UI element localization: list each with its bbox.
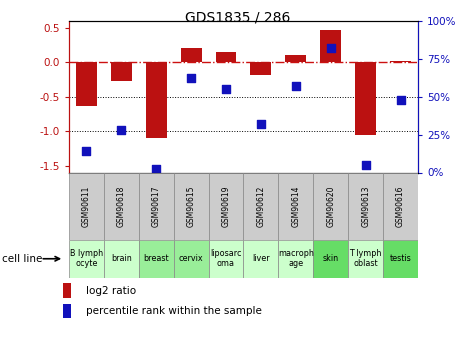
Bar [174,172,209,240]
Text: brain: brain [111,254,132,263]
Bar [278,240,314,278]
Text: cervix: cervix [179,254,203,263]
Bar [180,48,201,62]
Point [362,162,370,168]
Bar [104,240,139,278]
Bar [314,240,348,278]
Bar [76,62,97,106]
Bar [139,172,173,240]
Text: B lymph
ocyte: B lymph ocyte [70,249,103,268]
Bar [216,52,237,62]
Bar [69,240,104,278]
Text: breast: breast [143,254,169,263]
Text: skin: skin [323,254,339,263]
Bar [250,62,271,75]
Point [117,127,125,133]
Bar [104,172,139,240]
Bar [390,61,411,62]
Text: GSM90616: GSM90616 [396,185,405,227]
Bar [243,240,278,278]
Text: GSM90612: GSM90612 [256,186,266,227]
Bar [383,172,418,240]
Bar [209,240,243,278]
Text: macroph
age: macroph age [278,249,314,268]
Point [397,97,404,102]
Bar [383,240,418,278]
Bar [69,172,104,240]
Text: liposarc
oma: liposarc oma [210,249,242,268]
Text: GSM90618: GSM90618 [117,186,126,227]
Bar [348,240,383,278]
Text: GSM90614: GSM90614 [291,185,300,227]
Bar [355,62,376,135]
Point [83,148,90,154]
Bar [243,172,278,240]
Text: GSM90611: GSM90611 [82,186,91,227]
Text: GDS1835 / 286: GDS1835 / 286 [185,10,290,24]
Bar [314,172,348,240]
Text: GSM90613: GSM90613 [361,185,370,227]
Point [257,121,265,127]
Text: log2 ratio: log2 ratio [86,286,136,296]
Text: testis: testis [390,254,411,263]
Text: cell line: cell line [2,254,43,264]
Bar [348,172,383,240]
Point [152,167,160,172]
Text: liver: liver [252,254,270,263]
Text: GSM90619: GSM90619 [221,185,230,227]
Bar [174,240,209,278]
Point [222,86,230,92]
Bar [320,30,341,62]
Text: percentile rank within the sample: percentile rank within the sample [86,306,261,316]
Point [292,83,300,89]
Point [187,76,195,81]
Bar [285,55,306,62]
Text: T lymph
oblast: T lymph oblast [350,249,382,268]
Bar [278,172,314,240]
Text: GSM90617: GSM90617 [152,185,161,227]
Point [327,45,334,51]
Text: GSM90615: GSM90615 [187,185,196,227]
Bar [63,283,71,298]
Bar [63,304,71,318]
Text: GSM90620: GSM90620 [326,185,335,227]
Bar [139,240,173,278]
Bar [111,62,132,81]
Bar [209,172,243,240]
Bar [146,62,167,138]
